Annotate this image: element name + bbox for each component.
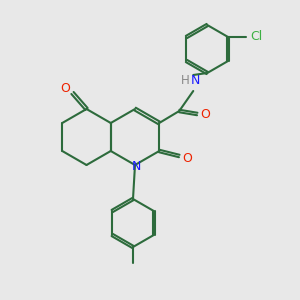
Text: N: N xyxy=(131,160,141,172)
Text: O: O xyxy=(61,82,70,95)
Text: O: O xyxy=(182,152,192,164)
Text: H: H xyxy=(181,74,190,88)
Text: Cl: Cl xyxy=(250,31,262,44)
Text: O: O xyxy=(200,107,210,121)
Text: N: N xyxy=(190,74,200,88)
